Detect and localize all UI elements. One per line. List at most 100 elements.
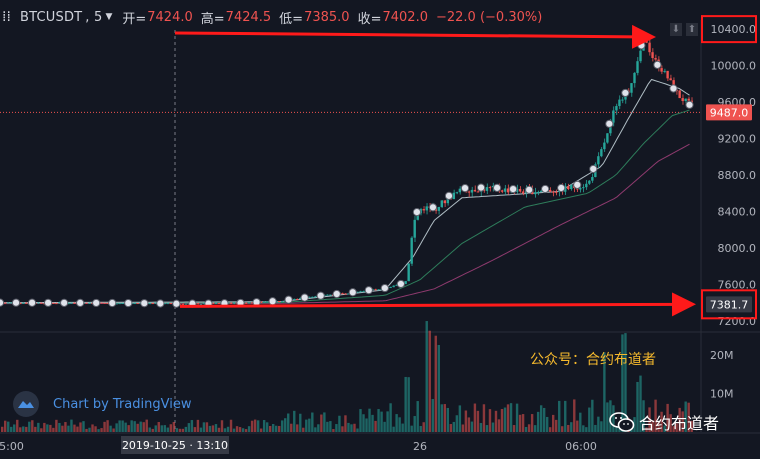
volume-bar bbox=[308, 418, 311, 432]
volume-bar bbox=[350, 424, 353, 432]
volume-bar bbox=[545, 416, 549, 432]
candle-body bbox=[425, 206, 428, 211]
candle-body bbox=[687, 98, 690, 101]
volume-bar bbox=[229, 419, 233, 432]
volume-bar bbox=[594, 424, 597, 432]
signal-marker bbox=[444, 191, 454, 200]
volume-bar bbox=[461, 424, 465, 432]
volume-bar bbox=[446, 407, 450, 432]
interval-label[interactable]: , 5 bbox=[85, 9, 103, 25]
volume-bar bbox=[256, 420, 260, 432]
candle-body bbox=[648, 42, 651, 53]
signal-marker bbox=[44, 298, 53, 307]
download-icon[interactable]: ⬇ bbox=[670, 23, 682, 36]
signal-marker bbox=[316, 291, 325, 300]
volume-bar bbox=[684, 401, 687, 432]
volume-bar bbox=[392, 426, 395, 432]
volume-bar bbox=[615, 427, 618, 432]
volume-bar bbox=[564, 400, 567, 432]
volume-bar bbox=[524, 426, 528, 432]
candle-body bbox=[196, 303, 200, 305]
price-tick-label: 9200.0 bbox=[718, 133, 757, 146]
volume-bar bbox=[539, 405, 543, 432]
current-price-tag bbox=[706, 104, 752, 121]
upload-icon[interactable]: ⬆ bbox=[686, 23, 698, 36]
candle-body bbox=[669, 78, 672, 81]
signal-marker bbox=[541, 184, 550, 194]
volume-bar bbox=[690, 420, 693, 432]
candle-body bbox=[311, 296, 314, 298]
volume-bar bbox=[118, 420, 121, 432]
candle-body bbox=[103, 302, 106, 304]
volume-bar bbox=[395, 414, 398, 432]
volume-bar bbox=[305, 419, 308, 432]
volume-bar bbox=[573, 399, 576, 432]
volume-bar bbox=[103, 421, 106, 432]
candle-body bbox=[585, 183, 588, 188]
candle-body bbox=[389, 287, 392, 289]
chevron-down-icon[interactable]: ▼ bbox=[105, 12, 113, 22]
current-price-label: 9487.0 bbox=[710, 106, 749, 119]
candle-body bbox=[154, 302, 157, 304]
volume-bar bbox=[265, 422, 269, 432]
price-tick-label: 8000.0 bbox=[718, 242, 757, 255]
candle-body bbox=[100, 302, 103, 304]
candle-body bbox=[232, 302, 236, 304]
candle-body bbox=[567, 186, 570, 190]
candle-body bbox=[521, 191, 525, 194]
volume-bar bbox=[344, 415, 347, 432]
volume-bar bbox=[190, 420, 194, 432]
volume-bar bbox=[648, 407, 651, 432]
volume-bar bbox=[335, 424, 338, 432]
tradingview-watermark[interactable]: Chart by TradingView bbox=[13, 391, 191, 417]
candle-body bbox=[377, 289, 380, 291]
candle-body bbox=[410, 237, 413, 264]
candle-body bbox=[392, 285, 395, 288]
candle-body bbox=[603, 142, 606, 150]
signal-marker bbox=[364, 286, 373, 295]
volume-bar bbox=[458, 405, 462, 432]
candle-body bbox=[329, 294, 332, 296]
volume-bar bbox=[235, 426, 239, 432]
candle-body bbox=[356, 291, 359, 293]
volume-bar bbox=[485, 425, 489, 432]
candle-body bbox=[88, 302, 91, 304]
volume-bar bbox=[672, 426, 675, 432]
volume-bar bbox=[181, 428, 185, 432]
candle-body bbox=[281, 301, 284, 303]
volume-bar bbox=[512, 425, 516, 432]
volume-bar bbox=[326, 421, 329, 432]
change-value: −22.0 (−0.30%) bbox=[435, 9, 543, 25]
signal-marker bbox=[124, 298, 133, 308]
volume-bar bbox=[67, 425, 70, 432]
candle-body bbox=[250, 302, 254, 304]
volume-bar bbox=[43, 422, 46, 432]
candle-body bbox=[10, 302, 13, 304]
volume-bar bbox=[178, 428, 182, 432]
volume-bar bbox=[278, 425, 281, 432]
volume-bar bbox=[603, 352, 606, 432]
volume-bar bbox=[196, 419, 200, 432]
bars-style-icon[interactable]: ⁞⁞ bbox=[2, 9, 11, 25]
candle-body bbox=[151, 303, 154, 305]
volume-bar bbox=[455, 415, 459, 432]
signal-marker bbox=[460, 184, 470, 193]
volume-bar bbox=[621, 334, 624, 432]
volume-bar bbox=[570, 422, 573, 432]
candle-body bbox=[548, 190, 552, 192]
volume-bar bbox=[365, 418, 368, 432]
volume-bar bbox=[561, 426, 564, 432]
volume-bar bbox=[567, 424, 570, 432]
volume-bar bbox=[61, 425, 64, 432]
time-tick-label: 26 bbox=[413, 440, 427, 453]
volume-bar bbox=[145, 419, 148, 432]
open-value: 7424.0 bbox=[147, 9, 193, 25]
candle-body bbox=[684, 98, 687, 102]
price-tick-label: 7600.0 bbox=[718, 278, 757, 291]
signal-marker bbox=[557, 183, 566, 193]
symbol-name[interactable]: BTCUSDT bbox=[20, 9, 83, 25]
signal-marker bbox=[11, 298, 21, 307]
volume-bar bbox=[1, 426, 4, 432]
